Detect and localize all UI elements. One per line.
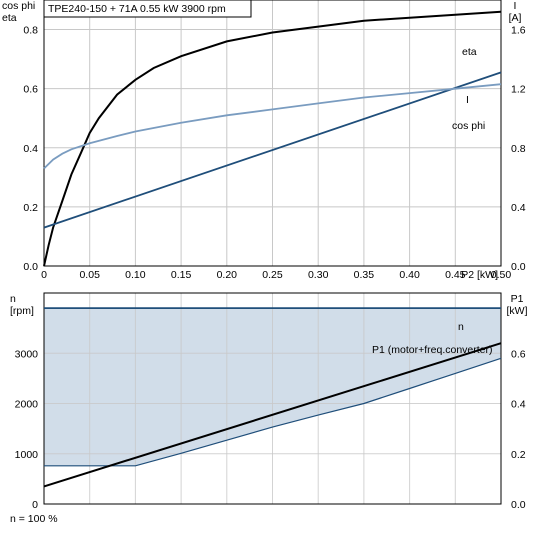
y-right-tick-label: 0.6 bbox=[511, 348, 526, 360]
y-left-axis-label: n bbox=[10, 293, 16, 305]
x-tick-label: 0.35 bbox=[354, 269, 375, 281]
y-right-axis-label: [kW] bbox=[507, 305, 528, 317]
series-label-n: n bbox=[458, 321, 464, 333]
x-tick-label: 0.50 bbox=[491, 269, 512, 281]
y-right-axis-label: I bbox=[514, 0, 517, 12]
y-right-axis-label: P1 bbox=[511, 293, 524, 305]
plot-frame bbox=[43, 292, 502, 505]
top-chart: 0 0.05 0.10 0.15 0.20 0.25 0.30 0.35 0.40 0.45 0.5… bbox=[2, 0, 526, 281]
y-left-axis-label: eta bbox=[2, 12, 17, 24]
series-label-I: I bbox=[466, 94, 469, 106]
y-left-tick-label: 1000 bbox=[15, 449, 39, 461]
y-right-tick-label: 1.6 bbox=[511, 25, 526, 37]
y-right-tick-label: 1.2 bbox=[511, 84, 526, 96]
series-line-eta bbox=[43, 10, 502, 267]
y-right-tick-label: 0.8 bbox=[511, 143, 526, 155]
y-left-tick-label: 0 bbox=[32, 499, 38, 511]
y-right-tick-label: 0.0 bbox=[511, 499, 526, 511]
y-right-tick-label: 0.4 bbox=[511, 202, 526, 214]
x-tick-label: 0.40 bbox=[399, 269, 420, 281]
y-left-tick-label: 0.8 bbox=[23, 25, 38, 37]
x-tick-label: 0.10 bbox=[125, 269, 146, 281]
y-left-tick-label: 2000 bbox=[15, 399, 39, 411]
title-box bbox=[43, 0, 252, 18]
series-label-P1: P1 (motor+freq.converter) bbox=[372, 344, 493, 356]
y-left-tick-label: 0.0 bbox=[23, 261, 38, 273]
y-right-tick-label: 0.2 bbox=[511, 449, 526, 461]
x-tick-label: 0.45 bbox=[445, 269, 466, 281]
speed-note: n = 100 % bbox=[10, 513, 58, 525]
y-left-axis-label: [rpm] bbox=[10, 305, 34, 317]
x-tick-label: 0.30 bbox=[308, 269, 329, 281]
x-tick-label: 0.20 bbox=[217, 269, 238, 281]
y-left-tick-label: 0.2 bbox=[23, 202, 38, 214]
x-tick-label: 0.05 bbox=[79, 269, 100, 281]
y-right-tick-label: 0.4 bbox=[511, 399, 526, 411]
x-tick-label: 0.25 bbox=[262, 269, 283, 281]
series-line-n-min bbox=[44, 357, 502, 467]
x-tick-label: 0.15 bbox=[171, 269, 192, 281]
y-right-axis-label: [A] bbox=[509, 12, 522, 24]
y-right-tick-label: 0.0 bbox=[511, 261, 526, 273]
series-label-cos-phi: cos phi bbox=[452, 120, 485, 132]
bottom-chart: 01000200030000.00.20.40.6n[rpm]P1[kW]nP1… bbox=[10, 292, 528, 511]
chart-title: TPE240-150 + 71A 0.55 kW 3900 rpm bbox=[48, 3, 226, 15]
x-axis-label: P2 [kW] bbox=[461, 269, 498, 281]
series-line-cos-phi bbox=[43, 83, 502, 170]
series-line-P1-motor-freq-converter- bbox=[43, 342, 502, 488]
y-left-tick-label: 0.6 bbox=[23, 84, 38, 96]
plot-frame bbox=[43, 0, 502, 267]
y-left-tick-label: 3000 bbox=[15, 348, 39, 360]
y-left-axis-label: cos phi bbox=[2, 0, 35, 12]
y-left-tick-label: 0.4 bbox=[23, 143, 38, 155]
x-tick-label: 0 bbox=[41, 269, 47, 281]
series-label-eta: eta bbox=[462, 46, 477, 58]
series-line-I bbox=[43, 71, 502, 229]
